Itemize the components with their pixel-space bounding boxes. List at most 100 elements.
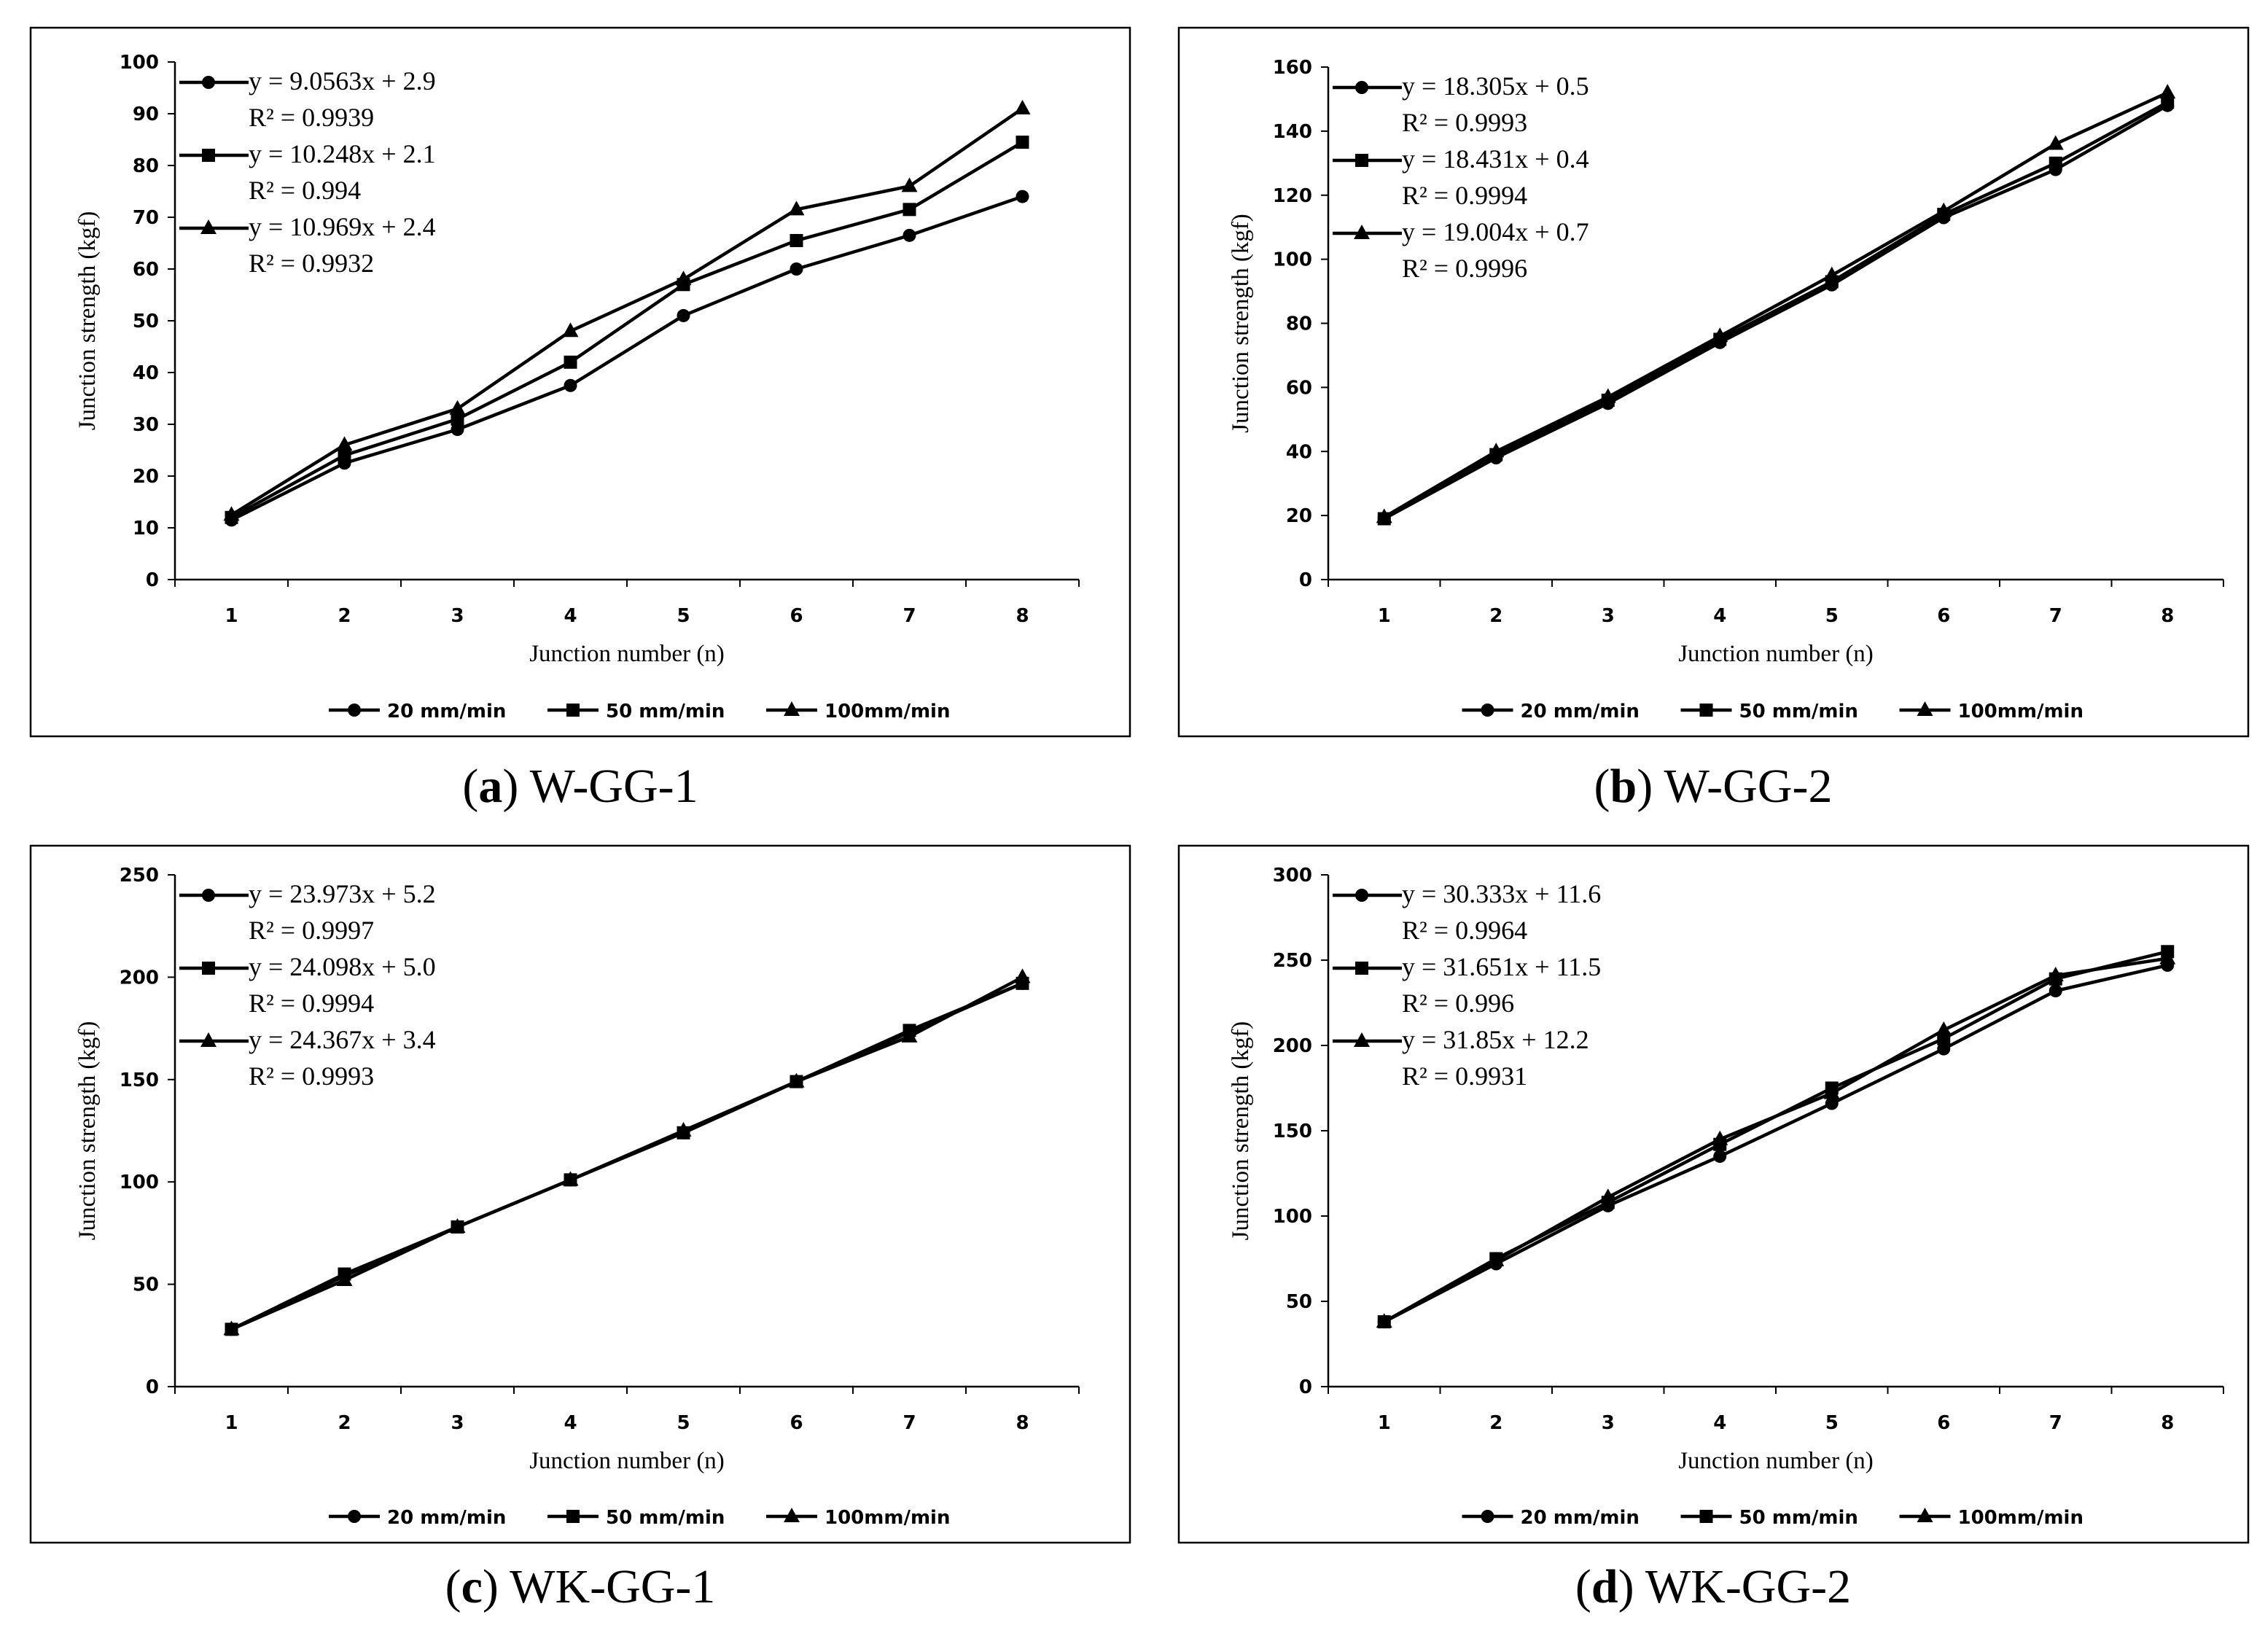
trendline-equation: y = 31.651x + 11.5 [1402, 952, 1601, 981]
trendline-equation: y = 24.098x + 5.0 [249, 952, 436, 981]
trendline-r-squared: R² = 0.9932 [249, 249, 374, 278]
legend: 20 mm/min 50 mm/min 100mm/min [1462, 701, 2083, 722]
trendline-annotation: y = 18.305x + 0.5 R² = 0.9993 [1333, 71, 1589, 137]
legend: 20 mm/min 50 mm/min 100mm/min [329, 1507, 950, 1529]
legend-marker [1699, 1510, 1713, 1523]
x-tick-label: 4 [1713, 1412, 1726, 1434]
data-point [788, 200, 805, 216]
panel-a: 0 10 20 30 40 50 60 70 80 90 100 1 2 3 4 5 6 7 8 Junction n… [29, 26, 1131, 813]
annotation-marker [202, 889, 215, 902]
annotation-marker [1355, 889, 1368, 902]
data-point [1376, 508, 1392, 523]
x-tick-label: 7 [2049, 605, 2062, 627]
data-point [338, 448, 351, 462]
panel-border [29, 844, 1131, 1544]
y-tick-label: 40 [1286, 441, 1312, 463]
data-point [451, 423, 464, 437]
data-point [223, 506, 240, 521]
y-axis-title: Junction strength (kgf) [74, 211, 101, 431]
x-tick-label: 5 [677, 1412, 690, 1434]
data-point [1016, 190, 1029, 203]
y-tick-label: 30 [133, 414, 159, 436]
x-tick-label: 4 [564, 605, 577, 627]
legend-label: 20 mm/min [1521, 1507, 1640, 1529]
caption-title: ) W-GG-2 [1637, 760, 1832, 813]
annotation-marker [1355, 154, 1368, 167]
x-tick-label: 6 [790, 605, 803, 627]
y-axis-title: Junction strength (kgf) [1228, 214, 1254, 433]
legend-marker [784, 1508, 800, 1522]
x-tick-label: 1 [225, 1412, 238, 1434]
y-tick-label: 90 [133, 104, 159, 125]
trendline-r-squared: R² = 0.9939 [249, 103, 374, 132]
legend-label: 100mm/min [825, 701, 950, 722]
y-tick-label: 0 [1299, 1376, 1312, 1398]
legend-marker [1917, 1508, 1933, 1522]
x-tick-label: 2 [338, 605, 351, 627]
y-tick-label: 80 [1286, 313, 1312, 335]
y-tick-label: 60 [1286, 377, 1312, 399]
panel-caption: (d) WK-GG-2 [1575, 1560, 1851, 1613]
trendline-r-squared: R² = 0.994 [249, 176, 361, 205]
data-point [790, 262, 803, 276]
trendline-annotation: y = 24.098x + 5.0 R² = 0.9994 [179, 952, 436, 1018]
x-tick-label: 3 [451, 605, 464, 627]
annotation-marker [1355, 81, 1368, 94]
y-tick-label: 100 [120, 52, 159, 74]
data-point [1599, 388, 1616, 403]
trendline-r-squared: R² = 0.9994 [249, 989, 374, 1018]
legend-label: 20 mm/min [387, 1507, 506, 1529]
panel-caption: (c) WK-GG-1 [445, 1560, 716, 1613]
legend-label: 50 mm/min [606, 701, 725, 722]
y-tick-label: 60 [133, 259, 159, 281]
annotation-marker [1354, 225, 1370, 239]
x-tick-label: 1 [1378, 605, 1391, 627]
legend-label: 20 mm/min [1521, 701, 1640, 722]
y-tick-label: 80 [133, 155, 159, 177]
x-tick-label: 3 [1602, 605, 1615, 627]
caption-letter: b [1610, 760, 1637, 813]
caption-title: ) WK-GG-1 [483, 1560, 716, 1613]
data-point [1825, 1096, 1839, 1110]
data-point [1936, 202, 1952, 217]
trendline-equation: y = 18.431x + 0.4 [1402, 144, 1589, 174]
y-tick-label: 140 [1273, 121, 1312, 143]
trendline-annotation: y = 9.0563x + 2.9 R² = 0.9939 [179, 66, 436, 132]
trendline-annotation: y = 24.367x + 3.4 R² = 0.9993 [179, 1025, 436, 1091]
trendline-equation: y = 19.004x + 0.7 [1402, 217, 1589, 246]
x-tick-label: 7 [903, 605, 916, 627]
annotation-marker [1355, 962, 1368, 975]
data-point [2047, 135, 2064, 150]
trendline-r-squared: R² = 0.9994 [1402, 181, 1527, 210]
caption-letter: c [461, 1560, 483, 1613]
x-axis-title: Junction number (n) [1678, 641, 1874, 667]
data-point [2159, 84, 2176, 99]
panel-caption: (a) W-GG-1 [462, 760, 698, 813]
trendline-annotation: y = 10.248x + 2.1 R² = 0.994 [179, 139, 436, 205]
trendline-annotation: y = 19.004x + 0.7 R² = 0.9996 [1333, 217, 1589, 283]
legend-marker [1917, 701, 1933, 716]
x-axis-title: Junction number (n) [529, 641, 725, 667]
data-point [1014, 968, 1031, 983]
series-line [1383, 101, 2169, 521]
data-point [223, 1320, 240, 1336]
data-point [903, 203, 916, 217]
legend-label: 20 mm/min [387, 701, 506, 722]
data-point [1016, 136, 1029, 149]
series-3 [223, 99, 1031, 521]
legend: 20 mm/min 50 mm/min 100mm/min [329, 701, 950, 722]
trendline-annotation: y = 10.969x + 2.4 R² = 0.9932 [179, 212, 436, 278]
x-tick-label: 5 [1825, 605, 1839, 627]
data-point [1712, 1130, 1728, 1145]
legend-label: 50 mm/min [1739, 1507, 1858, 1529]
trendline-r-squared: R² = 0.996 [1402, 989, 1514, 1018]
y-tick-label: 250 [120, 865, 159, 887]
legend-marker [566, 1510, 580, 1523]
annotation-marker [202, 149, 215, 162]
trendline-annotation: y = 23.973x + 5.2 R² = 0.9997 [179, 879, 436, 945]
series-line [1383, 104, 2169, 521]
data-point [2159, 949, 2176, 965]
legend-marker [348, 704, 361, 717]
legend-marker [566, 704, 580, 717]
trendline-r-squared: R² = 0.9993 [1402, 108, 1527, 137]
